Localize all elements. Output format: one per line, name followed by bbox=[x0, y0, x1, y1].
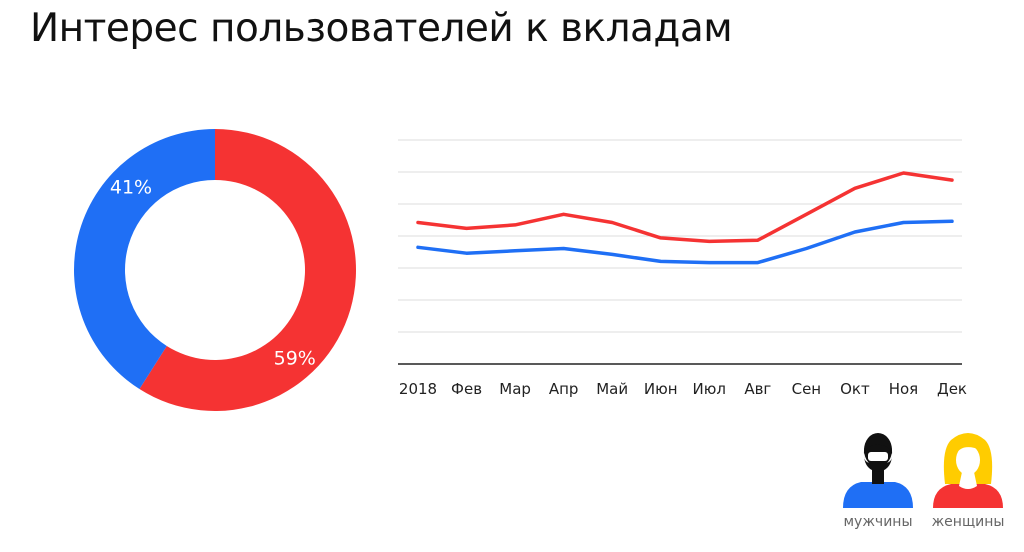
woman-icon bbox=[933, 433, 1003, 508]
series-line-men bbox=[416, 219, 954, 265]
x-tick-label: Мар bbox=[499, 380, 531, 398]
series-line-women bbox=[416, 171, 954, 244]
man-icon bbox=[843, 433, 913, 508]
donut-chart: 59% 41% bbox=[74, 129, 357, 412]
x-tick-label: Июл bbox=[693, 380, 726, 398]
legend-label-men: мужчины bbox=[843, 514, 913, 530]
x-tick-label: Окт bbox=[840, 380, 870, 398]
x-tick-label: 2018 bbox=[399, 380, 437, 398]
donut-slice-women bbox=[139, 129, 357, 412]
donut-slice-men bbox=[74, 129, 215, 390]
x-tick-label: Сен bbox=[792, 380, 822, 398]
x-tick-label: Ноя bbox=[889, 380, 918, 398]
x-tick-label: Апр bbox=[549, 380, 579, 398]
donut-label-women: 59% bbox=[274, 348, 316, 370]
x-tick-label: Май bbox=[596, 380, 628, 398]
line-chart: 2018 Фев Мар Апр Май Июн Июл Авг Сен Окт Ноя Дек bbox=[398, 139, 967, 398]
page-title: Интерес пользователей к вкладам bbox=[30, 6, 733, 51]
x-tick-label: Фев bbox=[451, 380, 482, 398]
x-tick-label: Авг bbox=[744, 380, 771, 398]
legend-label-women: женщины bbox=[931, 514, 1005, 530]
x-tick-label: Июн bbox=[644, 380, 678, 398]
legend-item-men: мужчины bbox=[836, 430, 920, 530]
x-tick-label: Дек bbox=[937, 380, 967, 398]
donut-label-men: 41% bbox=[110, 176, 152, 198]
legend-item-women: женщины bbox=[926, 430, 1010, 530]
